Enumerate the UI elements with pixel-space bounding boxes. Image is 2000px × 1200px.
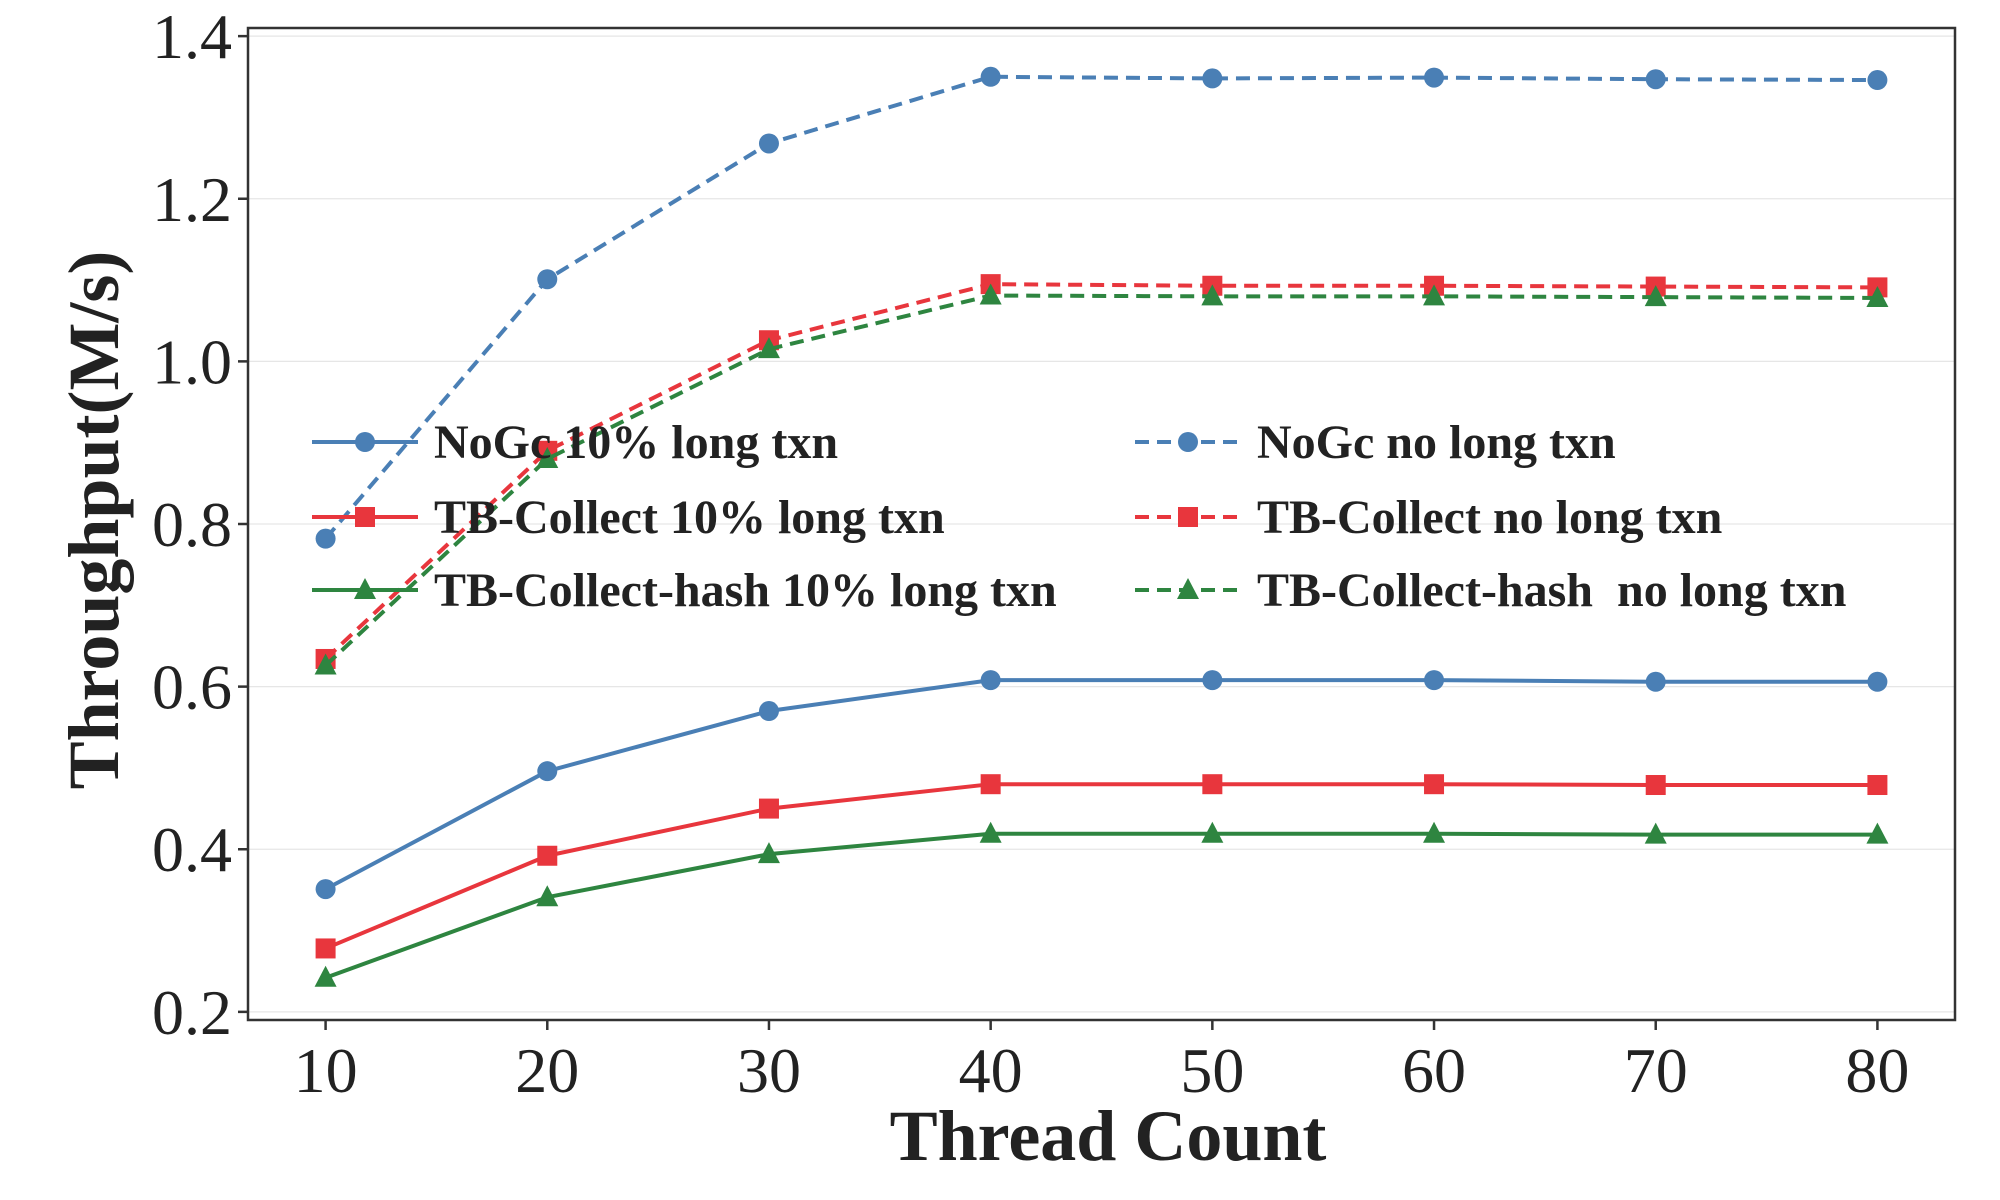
legend-marker (1178, 432, 1198, 452)
legend-item: NoGc 10% long txn (312, 416, 838, 469)
legend-item: TB-Collect-hash 10% long txn (312, 564, 1057, 617)
data-point (1424, 67, 1445, 88)
legend-marker (355, 432, 375, 452)
data-point (314, 653, 337, 675)
legend-item: TB-Collect 10% long txn (312, 491, 945, 544)
data-point (1424, 670, 1445, 691)
legend-marker (1178, 507, 1198, 527)
series-tb-collect-hash-10pct-long-txn (314, 821, 1889, 987)
y-tick-label: 1.2 (152, 164, 232, 235)
data-point (980, 670, 1001, 691)
series-line (324, 831, 1878, 980)
series-nogc-no-long-txn (315, 66, 1888, 549)
data-point (758, 798, 779, 819)
legend-label: TB-Collect 10% long txn (434, 491, 945, 544)
data-point (537, 761, 558, 782)
data-point (315, 938, 336, 959)
data-point (980, 774, 1001, 795)
data-point (979, 821, 1002, 843)
data-point (1645, 671, 1666, 692)
legend-item: TB-Collect-hash no long txn (1135, 564, 1846, 617)
data-point (1201, 821, 1224, 843)
data-point (1867, 70, 1888, 91)
series-tb-collect-10pct-long-txn (315, 774, 1888, 959)
grid-layer (248, 35, 1955, 1013)
legend-marker (1177, 578, 1199, 599)
y-tick-label: 0.6 (152, 652, 232, 723)
legend-label: TB-Collect no long txn (1257, 491, 1722, 544)
data-point (979, 283, 1002, 305)
data-point (1867, 775, 1888, 796)
data-point (537, 269, 558, 290)
legend-item: TB-Collect no long txn (1135, 491, 1722, 544)
data-point (757, 842, 780, 864)
y-tick-label: 0.2 (152, 977, 232, 1048)
data-point (536, 446, 559, 468)
series-line (324, 282, 1878, 661)
data-point (1644, 822, 1667, 844)
legend-marker (355, 507, 375, 527)
x-tick-label: 80 (1845, 1035, 1909, 1106)
legend-label: TB-Collect-hash no long txn (1257, 564, 1846, 617)
data-point (1866, 285, 1889, 307)
data-point (1202, 670, 1223, 691)
data-point (537, 845, 558, 866)
x-tick-label: 60 (1402, 1035, 1466, 1106)
data-point (758, 133, 779, 154)
series-line (324, 678, 1878, 891)
y-tick-label: 0.4 (152, 814, 232, 885)
data-point (314, 965, 337, 987)
data-point (1644, 285, 1667, 307)
y-tick-label: 1.0 (152, 326, 232, 397)
y-axis-title: Throughput(M/s) (54, 251, 134, 790)
data-point (1424, 774, 1445, 795)
data-point (1201, 284, 1224, 306)
x-tick-label: 30 (737, 1035, 801, 1106)
x-tick-label: 10 (294, 1035, 358, 1106)
tick-layer: 0.2 0.4 0.6 0.8 1.0 1.2 1.4 10 20 30 40 50 60 70 80 (152, 1, 1909, 1106)
x-tick-label: 50 (1180, 1035, 1244, 1106)
legend-label: TB-Collect-hash 10% long txn (434, 564, 1057, 617)
series-layer (314, 66, 1889, 987)
series-tb-collect-hash-no-long-txn (314, 283, 1889, 675)
data-point (757, 337, 780, 359)
y-tick-label: 0.8 (152, 489, 232, 560)
series-line (324, 293, 1878, 667)
data-point (1645, 775, 1666, 796)
data-point (1866, 822, 1889, 844)
legend: NoGc 10% long txn TB-Collect 10% long txn… (312, 416, 1846, 617)
data-point (1202, 68, 1223, 89)
x-tick-label: 40 (959, 1035, 1023, 1106)
data-point (758, 701, 779, 722)
series-line (324, 74, 1878, 540)
legend-label: NoGc no long txn (1257, 416, 1616, 469)
y-tick-label: 1.4 (152, 1, 232, 72)
data-point (315, 528, 336, 549)
data-point (1867, 671, 1888, 692)
data-point (536, 885, 559, 907)
x-axis-title: Thread Count (890, 1096, 1327, 1176)
data-point (315, 879, 336, 900)
data-point (1645, 69, 1666, 90)
data-point (1423, 821, 1446, 843)
series-line (324, 782, 1878, 951)
data-point (1202, 774, 1223, 795)
legend-label: NoGc 10% long txn (434, 416, 838, 469)
x-tick-label: 70 (1624, 1035, 1688, 1106)
legend-marker (354, 578, 376, 599)
data-point (980, 66, 1001, 87)
x-tick-label: 20 (515, 1035, 579, 1106)
series-nogc-10pct-long-txn (315, 670, 1888, 900)
data-point (1423, 284, 1446, 306)
legend-item: NoGc no long txn (1135, 416, 1616, 469)
